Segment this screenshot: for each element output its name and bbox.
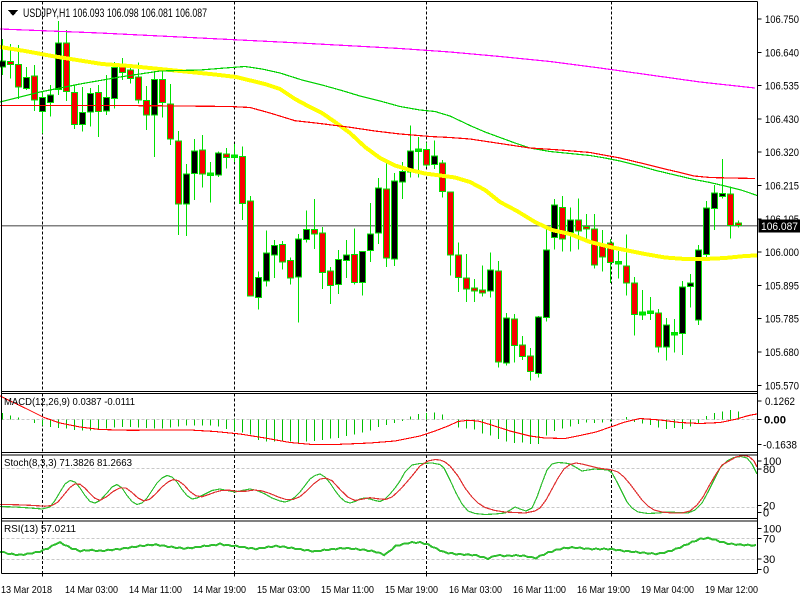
svg-text:70: 70 [763,534,775,546]
svg-text:16 Mar 03:00: 16 Mar 03:00 [449,584,502,596]
svg-text:14 Mar 19:00: 14 Mar 19:00 [193,584,246,596]
svg-text:15 Mar 11:00: 15 Mar 11:00 [321,584,374,596]
svg-text:106.535: 106.535 [765,81,799,93]
svg-text:USDJPY,H1 106.093 106.098 106: USDJPY,H1 106.093 106.098 106.081 106.08… [23,6,207,20]
svg-text:-0.1638: -0.1638 [763,440,797,452]
svg-text:100: 100 [763,456,781,468]
svg-text:105.680: 105.680 [765,347,799,359]
svg-text:0.1262: 0.1262 [765,396,795,408]
svg-text:106.000: 106.000 [765,247,799,259]
svg-text:14 Mar 03:00: 14 Mar 03:00 [65,584,118,596]
svg-text:16 Mar 19:00: 16 Mar 19:00 [577,584,630,596]
svg-text:16 Mar 11:00: 16 Mar 11:00 [513,584,566,596]
svg-text:105.895: 105.895 [765,280,799,292]
svg-text:105.570: 105.570 [765,380,799,392]
svg-text:0: 0 [763,508,769,520]
svg-text:106.320: 106.320 [765,147,799,159]
svg-text:100: 100 [763,524,781,536]
svg-text:106.430: 106.430 [765,114,799,126]
svg-text:19 Mar 12:00: 19 Mar 12:00 [705,584,758,596]
svg-text:106.750: 106.750 [765,14,799,26]
svg-text:106.640: 106.640 [765,47,799,59]
svg-text:0: 0 [763,565,769,577]
svg-text:80: 80 [763,464,775,476]
svg-text:15 Mar 19:00: 15 Mar 19:00 [385,584,438,596]
svg-text:0.00: 0.00 [764,415,786,427]
svg-text:19 Mar 04:00: 19 Mar 04:00 [641,584,694,596]
svg-text:106.215: 106.215 [765,181,799,193]
svg-text:RSI(13) 57.0211: RSI(13) 57.0211 [4,523,76,535]
svg-text:13 Mar 2018: 13 Mar 2018 [1,584,52,596]
svg-text:30: 30 [763,554,775,566]
svg-text:20: 20 [763,501,775,513]
svg-text:105.785: 105.785 [765,314,799,326]
svg-text:MACD(12,26,9) 0.0387 -0.0111: MACD(12,26,9) 0.0387 -0.0111 [4,396,135,408]
svg-text:14 Mar 11:00: 14 Mar 11:00 [129,584,182,596]
svg-text:15 Mar 03:00: 15 Mar 03:00 [257,584,310,596]
svg-text:106.087: 106.087 [761,221,798,233]
svg-text:Stoch(8,3,3) 71.3826 81.2663: Stoch(8,3,3) 71.3826 81.2663 [4,457,132,469]
